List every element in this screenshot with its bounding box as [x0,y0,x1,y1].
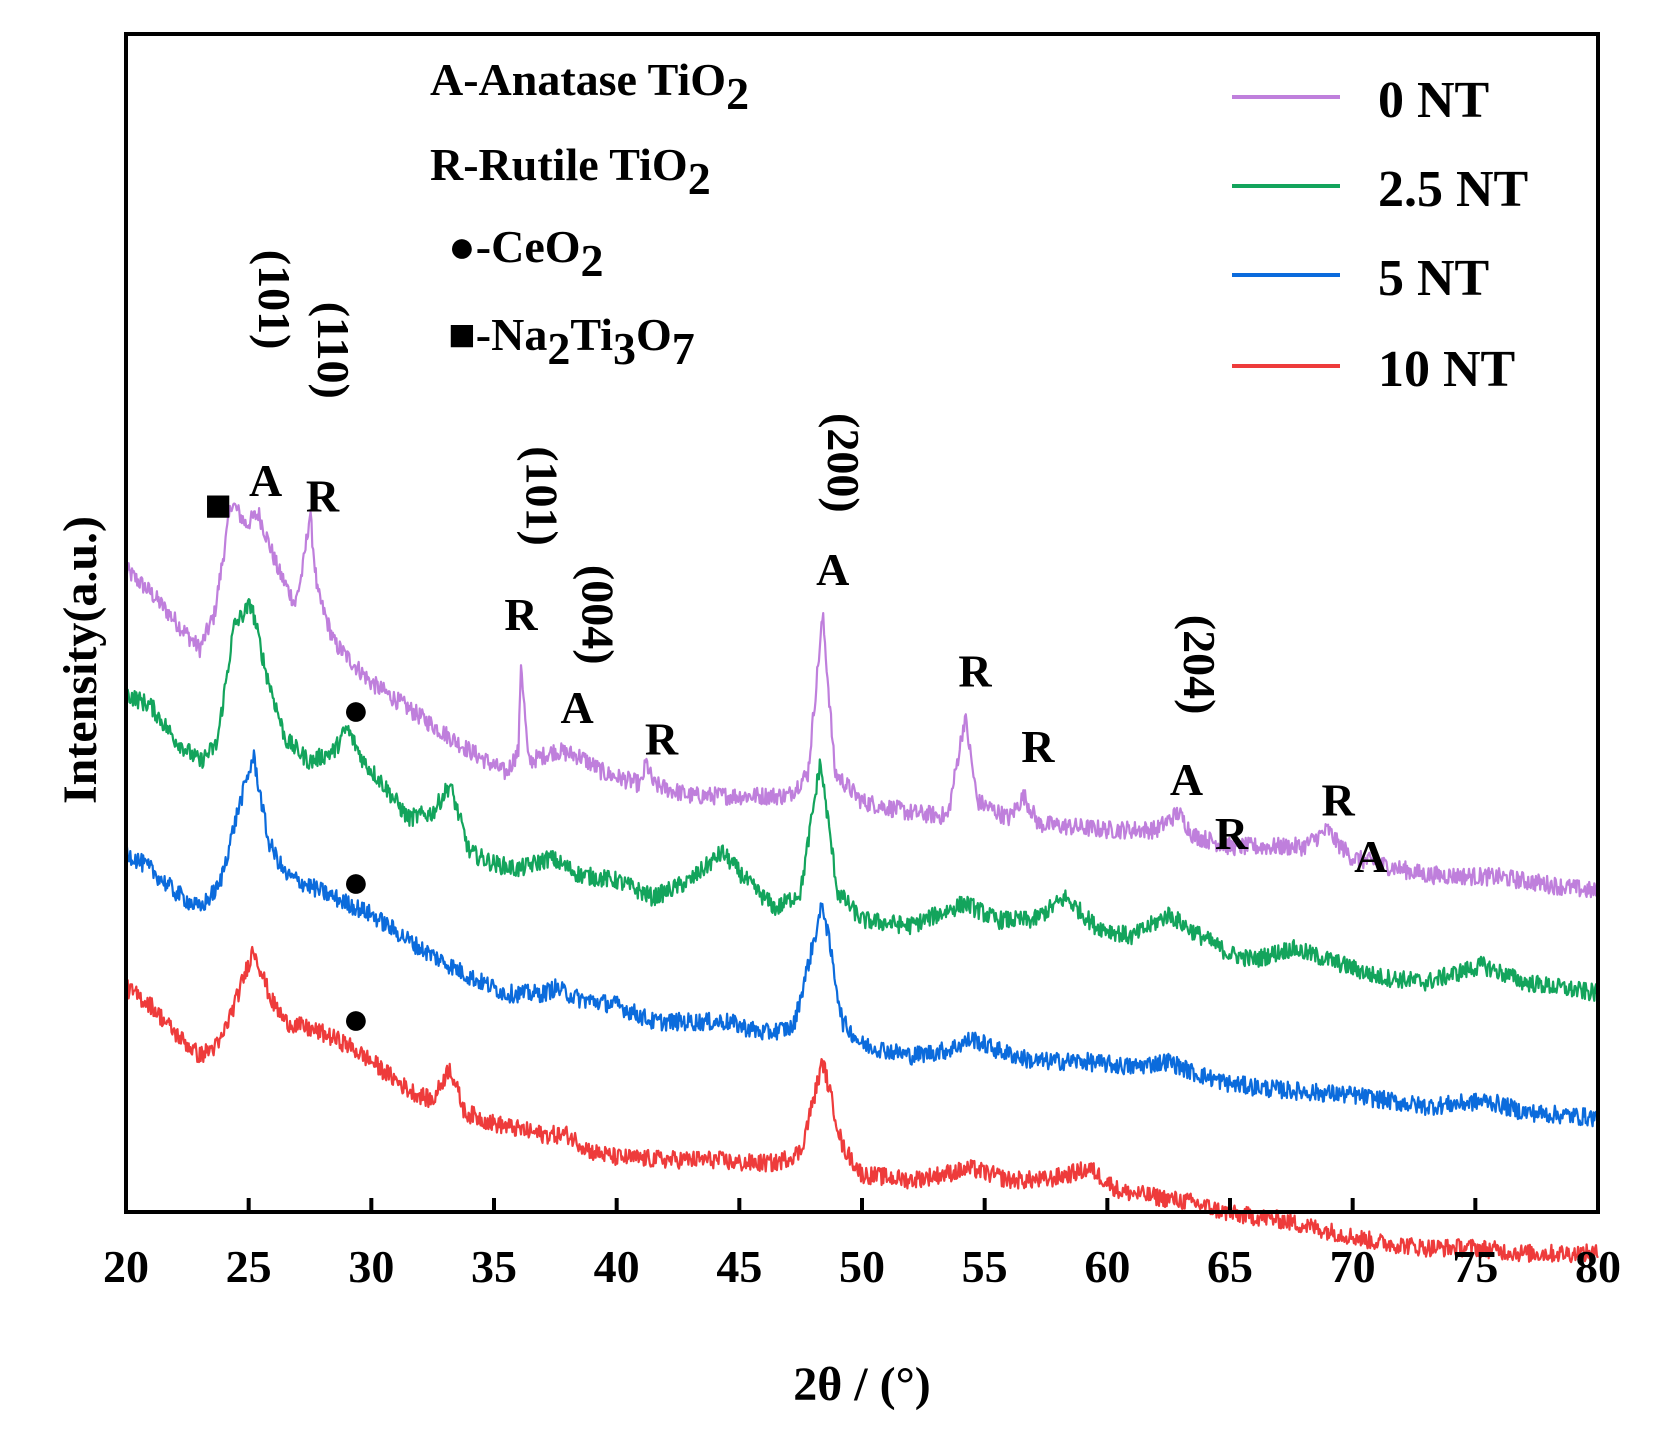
peak-label-5: R [504,589,538,640]
x-tick-label-40: 40 [594,1241,640,1292]
peak-label-14: A [1170,754,1203,805]
peak-label-15: R [1215,808,1249,859]
y-axis-title: Intensity(a.u.) [54,516,107,804]
x-axis-title: 2θ / (°) [793,1358,931,1411]
x-axis-tick-labels: 20 25 30 35 40 45 50 55 60 65 70 75 80 [103,1241,1621,1292]
phase-legend-na2ti3o7: ■-Na2Ti3O7 [448,309,695,374]
x-tick-label-50: 50 [839,1241,885,1292]
x-tick-label-25: 25 [226,1241,272,1292]
phase-legend-anatase: A-Anatase TiO2 [430,54,749,119]
x-tick-label-35: 35 [471,1241,517,1292]
series-legend: 0 NT 2.5 NT 5 NT 10 NT [1232,72,1528,398]
peak-label-21: ● [342,993,370,1044]
x-tick-label-70: 70 [1330,1241,1376,1292]
x-tick-label-75: 75 [1452,1241,1498,1292]
x-tick-label-65: 65 [1207,1241,1253,1292]
phase-legend-ceo2: ●-CeO2 [448,221,604,286]
series-layer [124,502,1599,1264]
peak-label-2: R [306,471,340,522]
peak-label-19: ● [342,684,370,735]
peak-label-7: R [645,714,679,765]
peak-label-11: (200) [818,413,869,513]
peak-label-10: A [816,544,849,595]
peak-label-9: (004) [573,565,624,665]
peak-label-17: R [1321,775,1355,826]
peak-label-13: R [1021,721,1055,772]
x-tick-label-80: 80 [1575,1241,1621,1292]
phase-legend-rutile: R-Rutile TiO2 [430,139,711,204]
series-line-10-nt [124,945,1599,1264]
peak-label-0: ■ [204,479,232,530]
legend-label-0nt: 0 NT [1378,72,1489,129]
legend-label-2-5nt: 2.5 NT [1378,161,1528,218]
peak-label-16: (204) [1174,615,1225,715]
legend-label-10nt: 10 NT [1378,341,1515,398]
x-tick-label-55: 55 [962,1241,1008,1292]
phase-legend: A-Anatase TiO2 R-Rutile TiO2 ●-CeO2 ■-Na… [430,54,749,374]
peak-annotations: ■ A R(101)(110)RAR(101)(004) A(200)RRAR(204… [204,250,1387,1044]
x-tick-label-20: 20 [103,1241,149,1292]
peak-label-1: A [249,455,282,506]
x-tick-label-45: 45 [716,1241,762,1292]
x-tick-label-30: 30 [348,1241,394,1292]
peak-label-18: A [1354,831,1387,882]
peak-label-3: (101) [249,250,300,350]
x-tick-label-60: 60 [1084,1241,1130,1292]
peak-label-8: (101) [516,446,567,546]
x-axis-ticks [124,1198,1600,1212]
series-line-0-nt [124,502,1599,899]
peak-label-12: R [958,646,992,697]
series-line-5-nt [124,749,1599,1128]
legend-label-5nt: 5 NT [1378,250,1489,307]
peak-label-20: ● [342,856,370,907]
peak-label-4: (110) [308,302,359,399]
peak-label-6: A [560,682,593,733]
series-line-2-5-nt [124,598,1599,1002]
